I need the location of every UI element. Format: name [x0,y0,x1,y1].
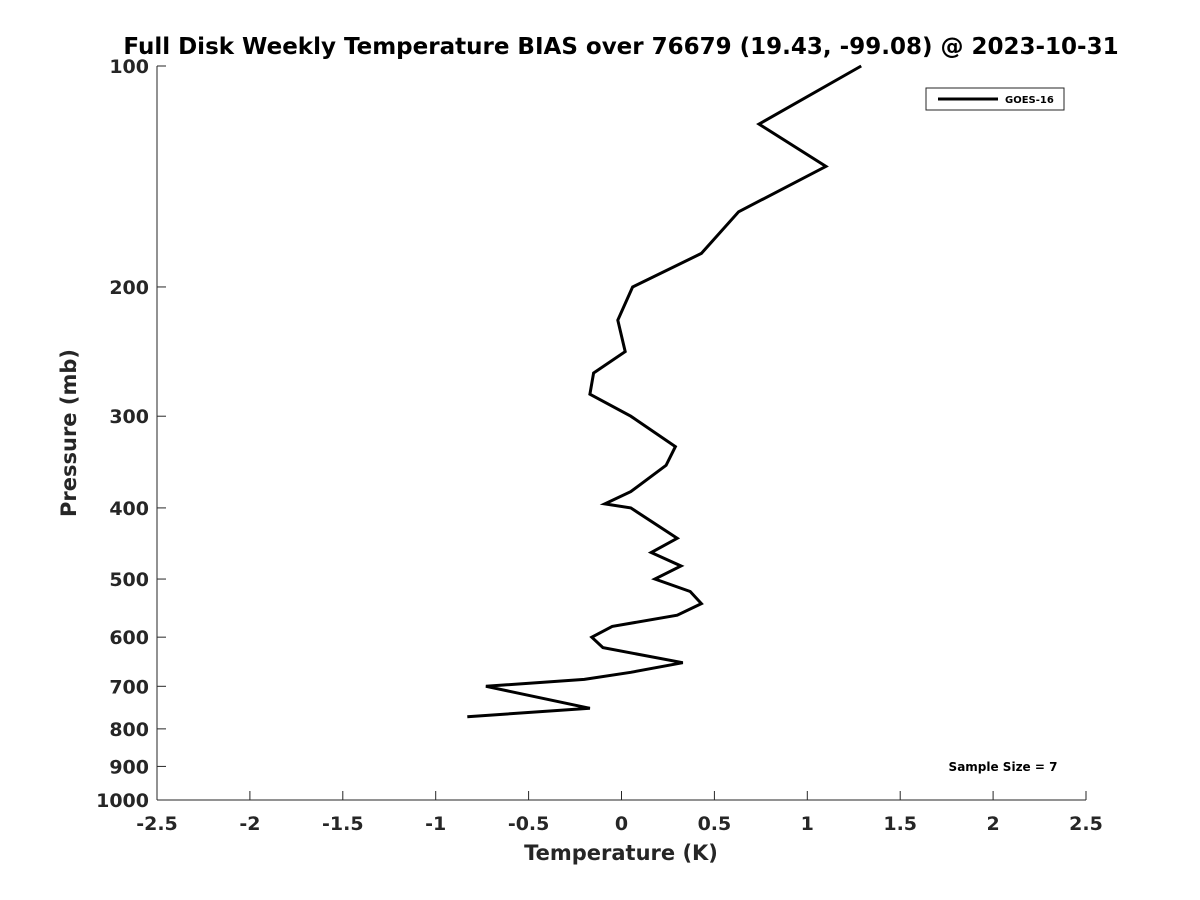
x-tick-label: -2.5 [136,813,178,835]
y-tick-label: 200 [109,277,149,299]
x-tick-label: -1.5 [322,813,364,835]
y-tick-label: 500 [109,569,149,591]
plot-area [157,66,1086,800]
y-tick-label: 300 [109,406,149,428]
series-line-goes-16 [467,64,862,719]
x-tick-label: -0.5 [508,813,550,835]
chart-title: Full Disk Weekly Temperature BIAS over 7… [123,34,1118,60]
legend-label-goes-16: GOES-16 [1005,95,1054,106]
x-tick-label: -1 [425,813,446,835]
x-tick-label: 0 [615,813,628,835]
x-tick-label: 0.5 [698,813,732,835]
x-tick-label: 1.5 [883,813,917,835]
y-axis-label: Pressure (mb) [57,349,81,517]
sample-size-annotation: Sample Size = 7 [949,760,1058,774]
y-tick-label: 400 [109,498,149,520]
y-tick-label: 600 [109,627,149,649]
y-tick-label: 700 [109,676,149,698]
y-tick-label: 900 [109,756,149,778]
y-tick-label: 100 [109,56,149,78]
x-tick-label: 1 [801,813,814,835]
series-layer [467,64,862,719]
y-axis-ticks: 100 200 300 400 500 600 700 800 900 1000 [96,56,166,812]
x-tick-label: 2.5 [1069,813,1103,835]
y-tick-label: 800 [109,719,149,741]
x-axis-label: Temperature (K) [524,841,718,865]
y-tick-label: 1000 [96,790,149,812]
x-tick-label: -2 [239,813,260,835]
legend: GOES-16 [925,87,1065,111]
x-tick-label: 2 [986,813,999,835]
x-axis-ticks: -2.5 -2 -1.5 -1 -0.5 0 0.5 1 1.5 2 2.5 [136,791,1103,835]
